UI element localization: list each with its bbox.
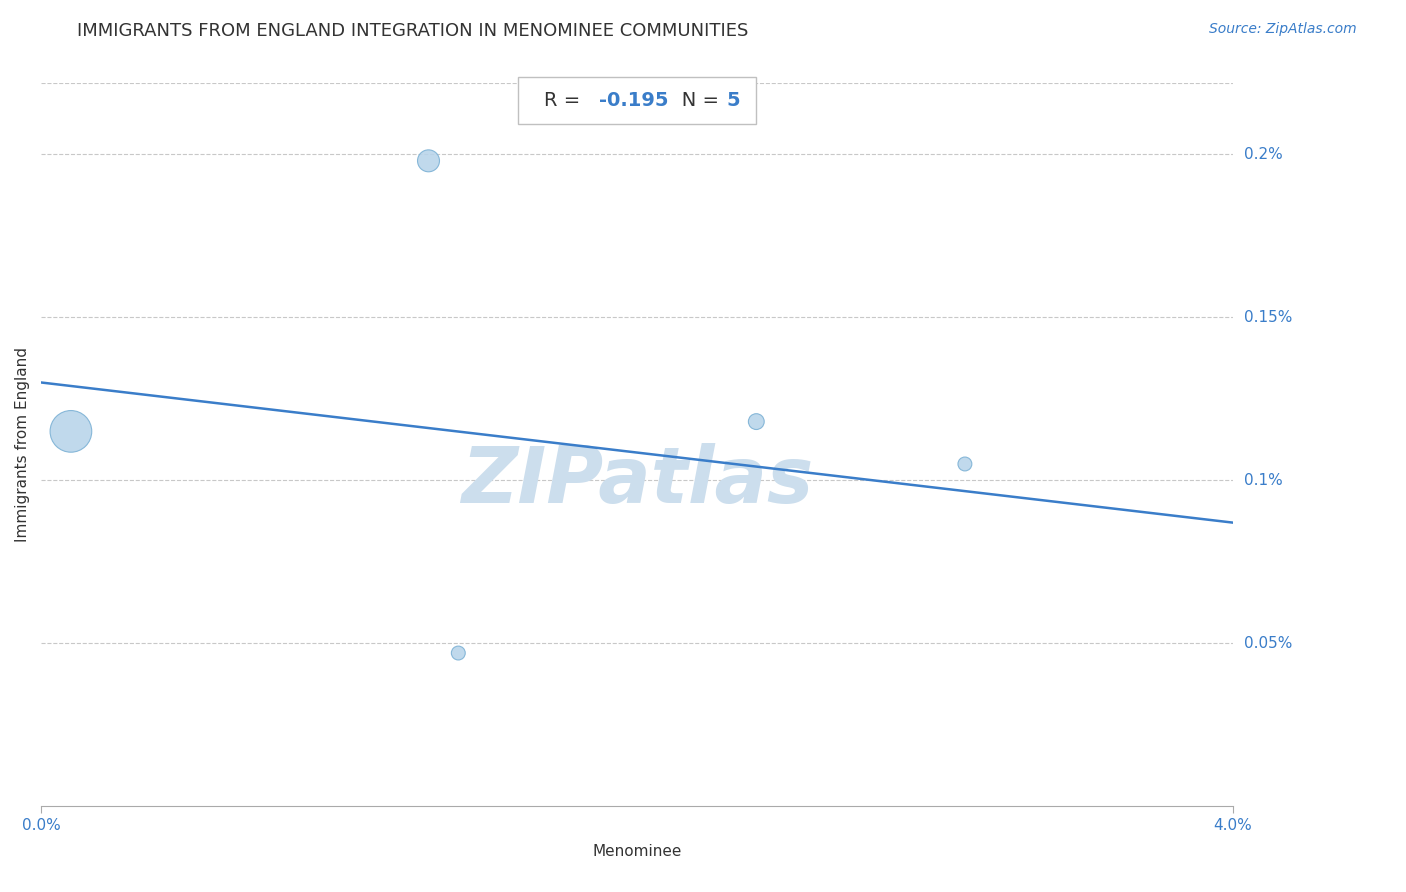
Text: R =: R = [544,91,586,111]
Point [59,425,82,439]
Text: 0.2%: 0.2% [1244,147,1282,161]
Y-axis label: Immigrants from England: Immigrants from England [15,347,30,542]
Point [447,646,470,660]
Point [418,153,440,168]
Text: 0.05%: 0.05% [1244,636,1292,651]
Point [953,457,976,471]
Text: N =: N = [664,91,725,111]
X-axis label: Menominee: Menominee [592,844,682,859]
Text: IMMIGRANTS FROM ENGLAND INTEGRATION IN MENOMINEE COMMUNITIES: IMMIGRANTS FROM ENGLAND INTEGRATION IN M… [77,22,749,40]
Text: 0.1%: 0.1% [1244,473,1282,488]
Text: -0.195: -0.195 [599,91,668,111]
Point [745,415,768,429]
FancyBboxPatch shape [517,78,756,124]
Text: 0.15%: 0.15% [1244,310,1292,325]
Text: ZIPatlas: ZIPatlas [461,442,813,518]
Text: Source: ZipAtlas.com: Source: ZipAtlas.com [1209,22,1357,37]
Text: 5: 5 [727,91,740,111]
